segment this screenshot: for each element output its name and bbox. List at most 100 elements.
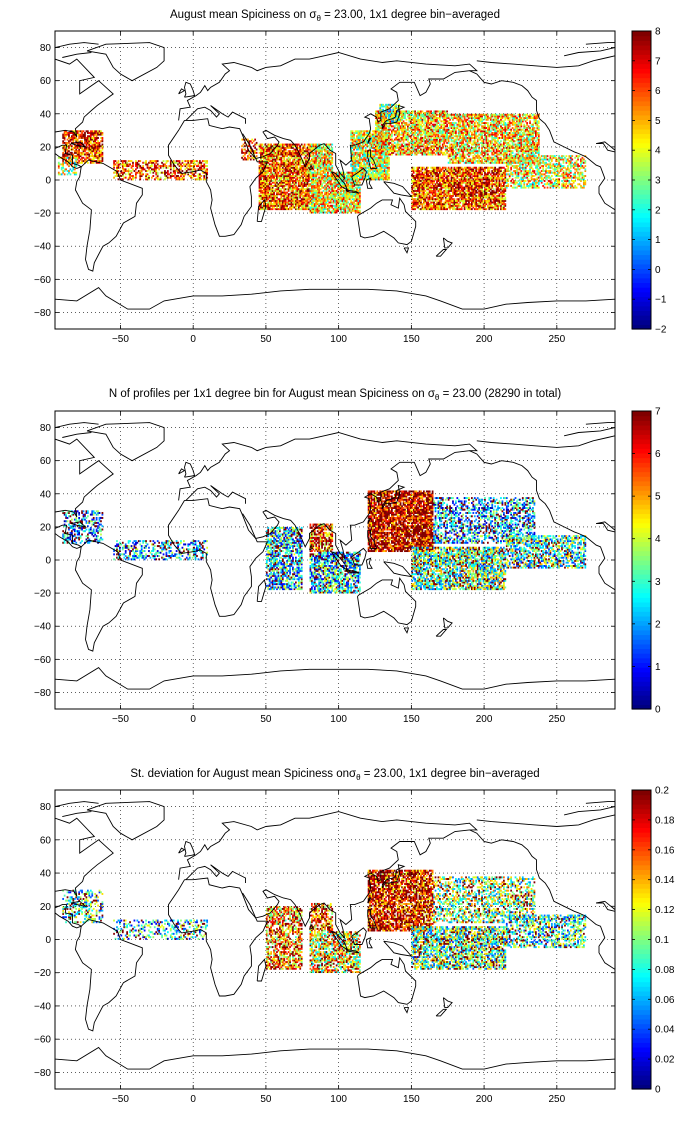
data-bin [279, 165, 281, 168]
data-bin [315, 173, 318, 176]
data-bin [129, 170, 131, 173]
data-bin [273, 150, 275, 153]
data-bin [311, 143, 313, 146]
data-bin [193, 165, 195, 168]
data-bin [449, 122, 451, 125]
data-bin [263, 180, 265, 182]
data-bin [361, 150, 364, 153]
data-bin [263, 158, 265, 161]
data-bin [376, 117, 379, 120]
data-bin [313, 165, 316, 168]
data-bin [391, 118, 393, 121]
data-bin [431, 138, 434, 141]
data-bin [302, 198, 305, 201]
data-bin [270, 163, 273, 166]
data-bin [295, 151, 297, 154]
data-bin [367, 176, 370, 179]
data-bin [270, 204, 273, 207]
data-bin [334, 180, 337, 182]
data-bin [370, 171, 373, 174]
data-bin [309, 191, 312, 194]
data-bin [183, 173, 185, 176]
data-bin [379, 131, 382, 134]
data-bin [242, 138, 245, 141]
data-bin [292, 199, 294, 202]
data-bin [415, 143, 418, 146]
data-bin [344, 198, 347, 201]
data-bin [316, 163, 319, 166]
data-bin [68, 140, 70, 143]
data-bin [351, 135, 354, 138]
data-bin [295, 155, 297, 158]
data-bin [308, 191, 310, 194]
data-bin [356, 196, 358, 199]
data-bin [356, 145, 358, 148]
data-bin [385, 128, 387, 131]
data-bin [437, 153, 440, 156]
data-bin [101, 145, 104, 148]
data-bin [407, 123, 409, 126]
data-bin [327, 173, 329, 176]
data-bin [295, 204, 297, 207]
data-bin [407, 140, 409, 143]
data-bin [94, 131, 97, 134]
data-bin [283, 153, 286, 156]
data-bin [363, 158, 366, 161]
data-bin [382, 140, 385, 143]
data-bin [356, 131, 358, 134]
data-bin [431, 115, 434, 118]
data-bin [379, 151, 382, 154]
data-bin [88, 158, 91, 161]
data-bin [305, 178, 307, 181]
data-bin [437, 128, 440, 131]
data-bin [153, 160, 156, 163]
data-bin [361, 146, 364, 149]
data-bin [194, 163, 197, 166]
data-bin [292, 175, 294, 177]
data-bin [174, 173, 177, 176]
data-bin [311, 176, 313, 179]
data-bin [366, 145, 369, 148]
data-bin [366, 171, 369, 174]
data-bin [366, 140, 369, 143]
data-bin [344, 186, 347, 189]
data-bin [385, 127, 387, 129]
data-bin [357, 143, 360, 146]
data-bin [356, 160, 358, 163]
data-bin [447, 131, 450, 134]
data-bin [305, 176, 307, 179]
data-bin [450, 125, 453, 128]
data-bin [353, 203, 355, 206]
data-bin [325, 189, 328, 192]
data-bin [299, 196, 302, 199]
data-bin [305, 160, 307, 163]
data-bin [123, 170, 126, 173]
data-bin [309, 206, 312, 209]
data-bin [270, 171, 273, 174]
data-bin [283, 170, 286, 173]
data-bin [329, 170, 332, 173]
data-bin [437, 143, 440, 146]
data-bin [350, 133, 353, 136]
data-bin [318, 148, 321, 151]
data-bin [263, 173, 265, 176]
data-bin [383, 171, 386, 174]
data-bin [404, 117, 406, 120]
data-bin [375, 117, 377, 120]
data-bin [376, 113, 379, 116]
data-bin [354, 165, 357, 168]
data-bin [325, 211, 328, 214]
data-bin [172, 168, 175, 171]
data-bin [287, 184, 290, 187]
data-bin [440, 112, 443, 115]
data-bin [117, 170, 120, 173]
data-bin [450, 143, 453, 146]
data-bin [329, 160, 332, 163]
data-bin [437, 148, 440, 151]
data-bin [360, 130, 363, 133]
data-bin [440, 138, 443, 141]
data-bin [354, 170, 357, 173]
data-bin [101, 148, 104, 151]
data-bin [127, 160, 130, 163]
data-bin [372, 175, 374, 177]
